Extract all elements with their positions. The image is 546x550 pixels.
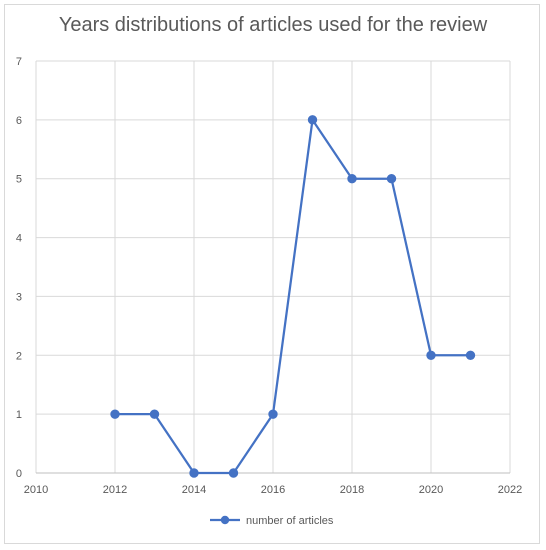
chart-frame [4,4,540,544]
y-tick-label: 0 [16,468,22,480]
x-tick-label: 2022 [498,484,522,496]
data-point [189,468,199,478]
y-tick-label: 7 [16,56,22,68]
data-point [110,409,120,419]
y-tick-label: 6 [16,115,22,127]
x-tick-label: 2010 [24,484,48,496]
data-point [386,174,397,184]
x-tick-label: 2014 [182,484,206,496]
data-point [268,409,278,419]
y-tick-label: 2 [16,350,22,362]
data-point [228,468,239,478]
legend-label: number of articles [246,515,334,527]
series-line [115,118,471,475]
data-point [149,409,160,419]
data-point [347,174,357,184]
tick-labels: 0 1 2 3 4 5 6 7 2010 2012 2014 2016 2018 2020 2022 [16,56,522,496]
data-point [307,115,318,125]
x-tick-label: 2012 [103,484,127,496]
series-layer [110,115,476,478]
data-point [426,350,436,360]
gridlines [35,60,511,473]
legend: number of articles [210,515,334,527]
y-tick-label: 3 [16,291,22,303]
x-tick-label: 2020 [419,484,443,496]
x-tick-label: 2018 [340,484,364,496]
y-tick-label: 1 [16,409,22,421]
x-tick-label: 2016 [261,484,285,496]
data-point [465,350,476,360]
legend-marker [220,515,230,525]
y-tick-label: 4 [16,233,22,245]
y-tick-label: 5 [16,174,22,186]
chart-title: Years distributions of articles used for… [58,14,488,36]
